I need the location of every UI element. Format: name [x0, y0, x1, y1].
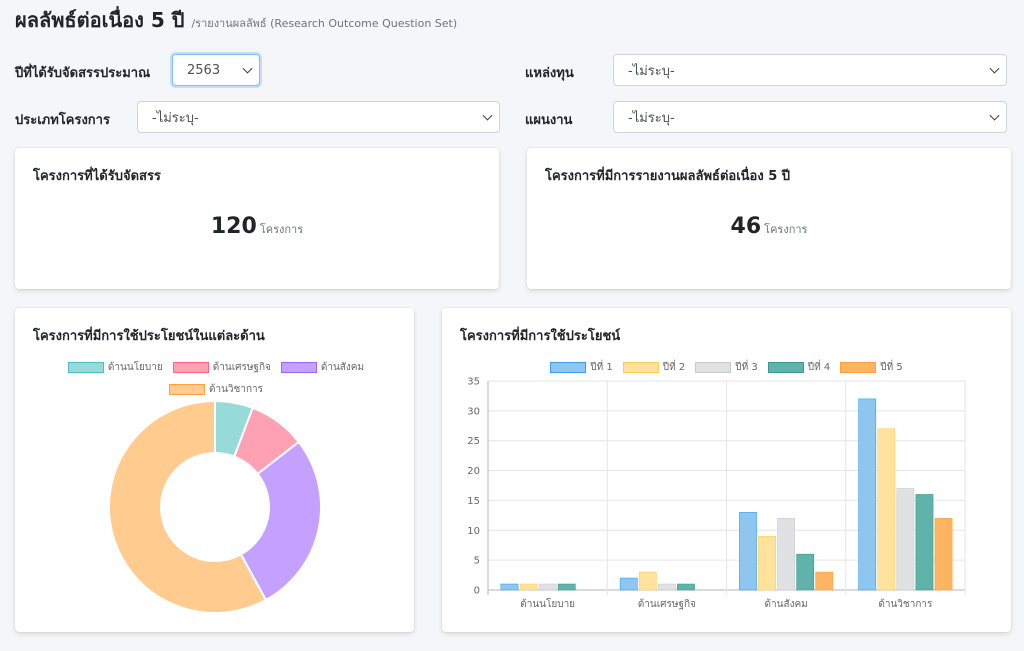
kpi-value: 120: [210, 214, 257, 239]
fund-source-label: แหล่งทุน: [525, 66, 574, 81]
legend-swatch: [172, 362, 209, 373]
legend-swatch: [695, 362, 732, 373]
page-title: ผลลัพธ์ต่อเนื่อง 5 ปี: [15, 8, 185, 32]
bar[interactable]: [619, 577, 638, 591]
legend-item[interactable]: ปีที่ 4: [767, 360, 831, 375]
legend-item[interactable]: ปีที่ 2: [622, 360, 686, 375]
y-tick-label: 5: [474, 556, 480, 567]
bar[interactable]: [896, 488, 915, 591]
bar[interactable]: [915, 494, 934, 591]
bar[interactable]: [777, 518, 796, 591]
chart-legend: ด้านนโยบาย ด้านเศรษฐกิจ ด้านสังคมด้านวิชาก…: [45, 360, 387, 397]
chevron-down-icon: [482, 110, 493, 121]
donut-slice[interactable]: [239, 440, 322, 602]
page-header: ผลลัพธ์ต่อเนื่อง 5 ปี /รายงานผลลัพธ์ (Re…: [15, 4, 457, 34]
x-tick-label: ด้านวิชาการ: [878, 598, 933, 610]
legend-item[interactable]: ด้านเศรษฐกิจ: [172, 360, 271, 375]
legend-item[interactable]: ปีที่ 5: [840, 360, 903, 375]
bar[interactable]: [519, 583, 538, 591]
legend-swatch: [550, 362, 587, 373]
kpi: 120 โครงการ: [15, 214, 499, 239]
chevron-down-icon: [242, 63, 253, 74]
bar[interactable]: [638, 571, 657, 591]
legend-item[interactable]: ด้านวิชาการ: [168, 382, 263, 397]
plan-label: แผนงาน: [525, 113, 573, 128]
bar[interactable]: [758, 535, 776, 591]
card-title: โครงการที่มีการใช้ประโยชน์ในแต่ละด้าน: [33, 329, 265, 344]
legend-label: ด้านสังคม: [320, 362, 365, 373]
bar[interactable]: [677, 583, 695, 591]
legend-label: ปีที่ 1: [590, 362, 613, 373]
budget-year-select[interactable]: 2563: [172, 54, 260, 86]
bar[interactable]: [877, 428, 896, 591]
bar[interactable]: [657, 583, 676, 591]
bar[interactable]: [500, 583, 519, 591]
legend-label: ปีที่ 3: [735, 362, 758, 373]
legend-label: ปีที่ 5: [880, 362, 903, 373]
legend-swatch: [67, 362, 104, 373]
legend-swatch: [767, 362, 804, 373]
legend-swatch: [280, 362, 317, 373]
plan-select[interactable]: -ไม่ระบุ-: [613, 101, 1007, 133]
fund-source-select[interactable]: -ไม่ระบุ-: [613, 54, 1007, 86]
chevron-down-icon: [989, 63, 1000, 74]
bar[interactable]: [934, 518, 953, 591]
bar[interactable]: [739, 512, 757, 591]
legend-item[interactable]: ด้านสังคม: [280, 360, 365, 375]
legend-item[interactable]: ปีที่ 3: [695, 360, 758, 375]
legend-swatch: [622, 362, 659, 373]
y-tick-label: 20: [467, 466, 480, 477]
y-tick-label: 25: [467, 436, 480, 447]
benefit-by-year-card: โครงการที่มีการใช้ประโยชน์ ปีที่ 1 ปีที่ …: [442, 308, 1011, 632]
reported-projects-card: โครงการที่มีการรายงานผลลัพธ์ต่อเนื่อง 5 …: [527, 148, 1011, 289]
chevron-down-icon: [989, 110, 1000, 121]
legend-label: ปีที่ 4: [807, 362, 831, 373]
budget-year-label: ปีที่ได้รับจัดสรรประมาณ: [15, 66, 151, 81]
legend-swatch: [168, 384, 205, 395]
x-tick-label: ด้านนโยบาย: [520, 597, 575, 610]
chart-legend: ปีที่ 1 ปีที่ 2 ปีที่ 3 ปีที่ 4 ปีที่ 5: [442, 360, 1011, 375]
x-tick-label: ด้านเศรษฐกิจ: [638, 598, 696, 610]
bar[interactable]: [538, 583, 557, 591]
kpi-unit: โครงการ: [259, 223, 304, 236]
bar[interactable]: [557, 583, 576, 591]
y-tick-label: 0: [474, 586, 480, 597]
card-title: โครงการที่ได้รับจัดสรร: [33, 169, 161, 184]
project-type-value: -ไม่ระบุ-: [152, 110, 199, 126]
donut-chart: [108, 399, 322, 614]
legend-item[interactable]: ด้านนโยบาย: [67, 360, 163, 375]
legend-label: ปีที่ 2: [662, 362, 686, 373]
bar-chart: 0 5 10 15 20 25 30 35 ด้านนโยบาย ด้านเศรษฐกิจ ด้าน…: [467, 377, 966, 610]
kpi-unit: โครงการ: [764, 223, 808, 236]
bar[interactable]: [815, 571, 834, 591]
project-type-label: ประเภทโครงการ: [15, 113, 110, 128]
benefit-by-area-card: โครงการที่มีการใช้ประโยชน์ในแต่ละด้าน ด้…: [15, 308, 414, 632]
y-tick-label: 35: [467, 377, 480, 388]
legend-label: ด้านเศรษฐกิจ: [212, 362, 271, 373]
kpi: 46 โครงการ: [527, 214, 1011, 239]
budget-year-value: 2563: [187, 62, 221, 78]
fund-source-value: -ไม่ระบุ-: [628, 63, 675, 79]
legend-swatch: [840, 362, 877, 373]
bar[interactable]: [858, 398, 877, 591]
bar[interactable]: [796, 553, 815, 591]
plan-value: -ไม่ระบุ-: [628, 110, 675, 126]
allocated-projects-card: โครงการที่ได้รับจัดสรร 120 โครงการ: [15, 148, 499, 289]
legend-label: ด้านวิชาการ: [208, 384, 263, 395]
card-title: โครงการที่มีการใช้ประโยชน์: [460, 329, 621, 344]
donut-slice[interactable]: [108, 399, 268, 614]
legend-label: ด้านนโยบาย: [107, 362, 163, 373]
x-tick-label: ด้านสังคม: [765, 598, 808, 610]
y-tick-label: 10: [467, 526, 480, 537]
kpi-value: 46: [730, 214, 762, 239]
card-title: โครงการที่มีการรายงานผลลัพธ์ต่อเนื่อง 5 …: [545, 169, 791, 184]
legend-item[interactable]: ปีที่ 1: [550, 360, 613, 375]
breadcrumb: /รายงานผลลัพธ์ (Research Outcome Questio…: [191, 17, 458, 30]
y-tick-label: 30: [467, 406, 480, 417]
y-tick-label: 15: [467, 496, 480, 507]
project-type-select[interactable]: -ไม่ระบุ-: [137, 101, 500, 133]
